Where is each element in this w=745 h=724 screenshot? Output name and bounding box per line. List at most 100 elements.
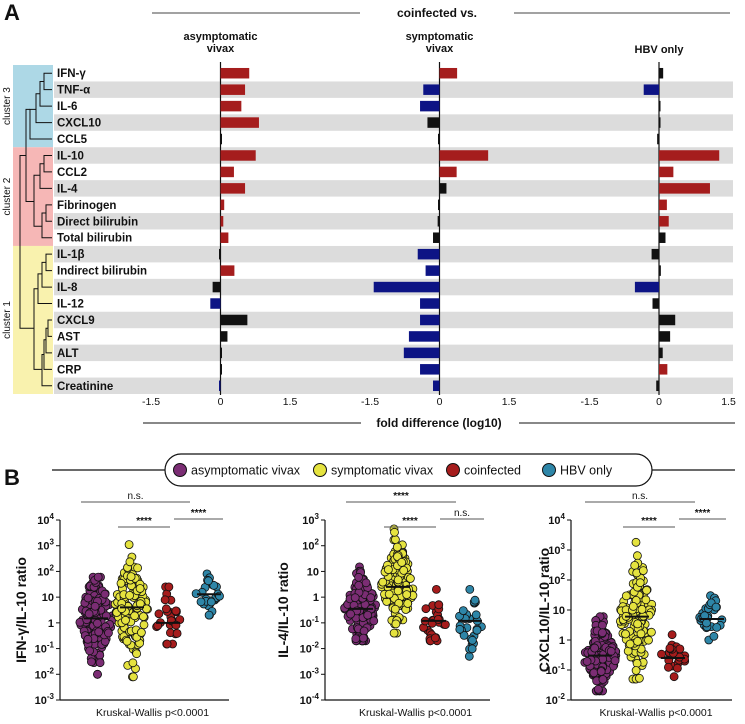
y-tick-label: 102: [548, 572, 565, 587]
y-axis-label: CXCL10/IL-10 ratio: [536, 548, 552, 672]
data-point: [431, 585, 441, 594]
bar-creatinine: [219, 380, 221, 392]
data-point: [665, 643, 675, 653]
bar-alt: [220, 347, 222, 359]
y-tick-label: 10-4: [300, 692, 320, 707]
bar-indirect-bilirubin: [425, 265, 440, 276]
legend-label: symptomatic vivax: [331, 464, 434, 478]
row-label: Direct bilirubin: [57, 216, 138, 228]
column-title: symptomatic: [406, 31, 474, 43]
stats-footer: Kruskal-Wallis p<0.0001: [599, 707, 712, 719]
data-point: [122, 636, 132, 646]
bar-indirect-bilirubin: [659, 265, 661, 276]
row-label: Creatinine: [57, 381, 113, 393]
data-point: [593, 684, 603, 694]
row-label: IL-1β: [57, 249, 84, 261]
bar-il-1-: [417, 248, 440, 260]
bar-total-bilirubin: [659, 232, 666, 243]
data-point: [470, 595, 480, 605]
header-title: coinfected vs.: [397, 6, 477, 20]
data-point: [136, 628, 146, 637]
y-tick-label: 102: [302, 538, 319, 553]
row-stripe: [54, 180, 733, 197]
data-point: [644, 635, 653, 645]
tick-label: 0: [656, 396, 662, 408]
data-point: [455, 624, 465, 634]
stats-footer: Kruskal-Wallis p<0.0001: [359, 707, 472, 719]
data-point: [128, 672, 138, 682]
data-point: [582, 657, 592, 666]
y-tick-label: 10: [553, 605, 565, 617]
y-tick-label: 10-1: [546, 662, 566, 677]
bar-il-4: [439, 183, 447, 194]
bar-tnf-: [423, 84, 440, 95]
data-point: [164, 582, 174, 592]
data-point: [633, 619, 642, 629]
y-tick-label: 10-2: [300, 641, 320, 656]
bar-crp: [420, 364, 440, 375]
data-point: [378, 577, 388, 587]
y-tick-label: 103: [37, 538, 54, 553]
stats-footer: Kruskal-Wallis p<0.0001: [96, 707, 209, 719]
data-point: [384, 589, 394, 599]
bar-indirect-bilirubin: [220, 265, 235, 276]
data-point: [130, 611, 140, 621]
data-point: [631, 666, 641, 675]
data-point: [459, 631, 469, 640]
scatter-panel: 10-2 10-1 1 10 102 103 104 CXCL10/IL-10 ratio Kr…: [536, 491, 732, 719]
data-point: [363, 610, 373, 620]
row-stripe: [54, 147, 733, 164]
bar-ifn-: [659, 67, 664, 79]
data-point: [632, 659, 642, 668]
data-point: [366, 593, 376, 603]
data-point: [354, 572, 364, 582]
data-point: [657, 649, 666, 659]
row-label: IL-8: [57, 282, 78, 294]
data-point: [117, 604, 127, 614]
data-point: [403, 599, 413, 608]
data-point: [133, 563, 143, 573]
data-point: [467, 644, 477, 654]
column-title: vivax: [426, 43, 454, 55]
data-point: [642, 585, 651, 595]
data-point: [124, 540, 134, 549]
data-point: [93, 618, 102, 628]
data-point: [458, 606, 468, 615]
row-stripe: [54, 377, 733, 394]
data-point: [467, 635, 477, 645]
legend-box: [164, 453, 653, 487]
bar-cxcl10: [659, 117, 661, 128]
data-point: [606, 646, 616, 656]
data-point: [100, 589, 110, 599]
row-stripe: [54, 311, 733, 329]
data-point: [621, 629, 630, 639]
data-point: [393, 575, 403, 585]
bar-alt: [403, 347, 440, 359]
data-point: [636, 629, 646, 639]
data-point: [154, 609, 164, 619]
cluster-box: [13, 245, 53, 394]
data-point: [161, 604, 171, 614]
legend-marker: [173, 463, 187, 477]
data-point: [598, 675, 608, 684]
y-tick-label: 104: [37, 512, 54, 527]
bar-ccl5: [657, 133, 659, 145]
data-point: [116, 578, 126, 588]
comparison-label: ****: [402, 516, 418, 527]
data-point: [393, 586, 403, 596]
y-tick-label: 10-3: [300, 666, 320, 681]
data-point: [85, 646, 94, 656]
data-point: [87, 657, 96, 667]
data-point: [204, 610, 214, 620]
data-point: [125, 591, 135, 600]
data-point: [465, 585, 475, 594]
bar-creatinine: [433, 380, 440, 392]
bar-ccl5: [220, 133, 222, 145]
bar-direct-bilirubin: [437, 216, 440, 227]
cluster-box: [13, 147, 53, 246]
bar-il-12: [652, 298, 659, 309]
data-point: [172, 629, 182, 638]
bar-il-12: [210, 298, 221, 309]
